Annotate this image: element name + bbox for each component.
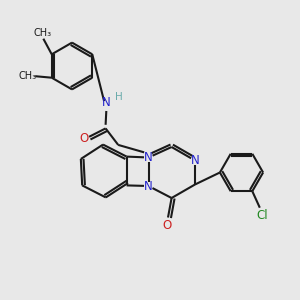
Text: N: N	[144, 151, 153, 164]
Text: N: N	[190, 154, 200, 167]
Text: O: O	[79, 132, 88, 145]
Text: N: N	[144, 180, 153, 193]
Text: H: H	[115, 92, 122, 103]
Text: CH₃: CH₃	[34, 28, 52, 38]
Text: O: O	[163, 219, 172, 232]
Text: Cl: Cl	[256, 209, 268, 222]
Text: CH₃: CH₃	[18, 71, 36, 81]
Text: N: N	[102, 95, 111, 109]
